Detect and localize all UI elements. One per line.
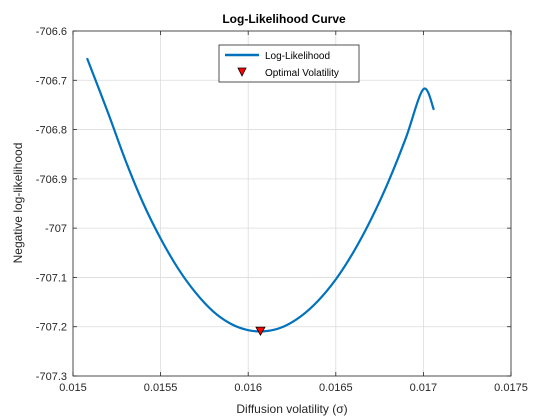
x-tick-label: 0.015 bbox=[59, 382, 87, 394]
y-tick-label: -706.8 bbox=[36, 125, 67, 137]
x-tick-label: 0.017 bbox=[410, 382, 438, 394]
chart-title: Log-Likelihood Curve bbox=[222, 12, 346, 26]
plot-area bbox=[73, 31, 511, 376]
series-layer bbox=[85, 57, 435, 333]
x-tick-label: 0.016 bbox=[234, 382, 262, 394]
optimal-volatility-marker bbox=[255, 326, 266, 337]
marker-layer bbox=[255, 326, 266, 337]
legend: Log-Likelihood Optimal Volatility bbox=[218, 44, 360, 83]
y-tick-label: -707.3 bbox=[36, 371, 67, 383]
ticks bbox=[72, 30, 512, 377]
x-tick-label: 0.0165 bbox=[319, 382, 353, 394]
y-axis-label: Negative log-likelihood bbox=[11, 143, 25, 264]
tick-labels: 0.015 0.0155 0.016 0.0165 0.017 0.0175 -707.3 -… bbox=[36, 26, 528, 394]
series-line-log-likelihood bbox=[85, 57, 435, 333]
y-tick-label: -706.7 bbox=[36, 75, 67, 87]
y-tick-label: -707.2 bbox=[36, 322, 67, 334]
y-tick-label: -707 bbox=[45, 223, 67, 235]
legend-marker-swatch bbox=[237, 67, 247, 77]
x-tick-label: 0.0155 bbox=[144, 382, 178, 394]
x-tick-label: 0.0175 bbox=[494, 382, 528, 394]
x-axis-label: Diffusion volatility (σ) bbox=[236, 402, 347, 416]
legend-label-optimal-volatility: Optimal Volatility bbox=[265, 68, 339, 79]
y-tick-label: -706.6 bbox=[36, 26, 67, 38]
legend-label-log-likelihood: Log-Likelihood bbox=[265, 51, 330, 62]
y-tick-label: -706.9 bbox=[36, 174, 67, 186]
y-tick-label: -707.1 bbox=[36, 272, 67, 284]
axes-box bbox=[72, 30, 512, 377]
